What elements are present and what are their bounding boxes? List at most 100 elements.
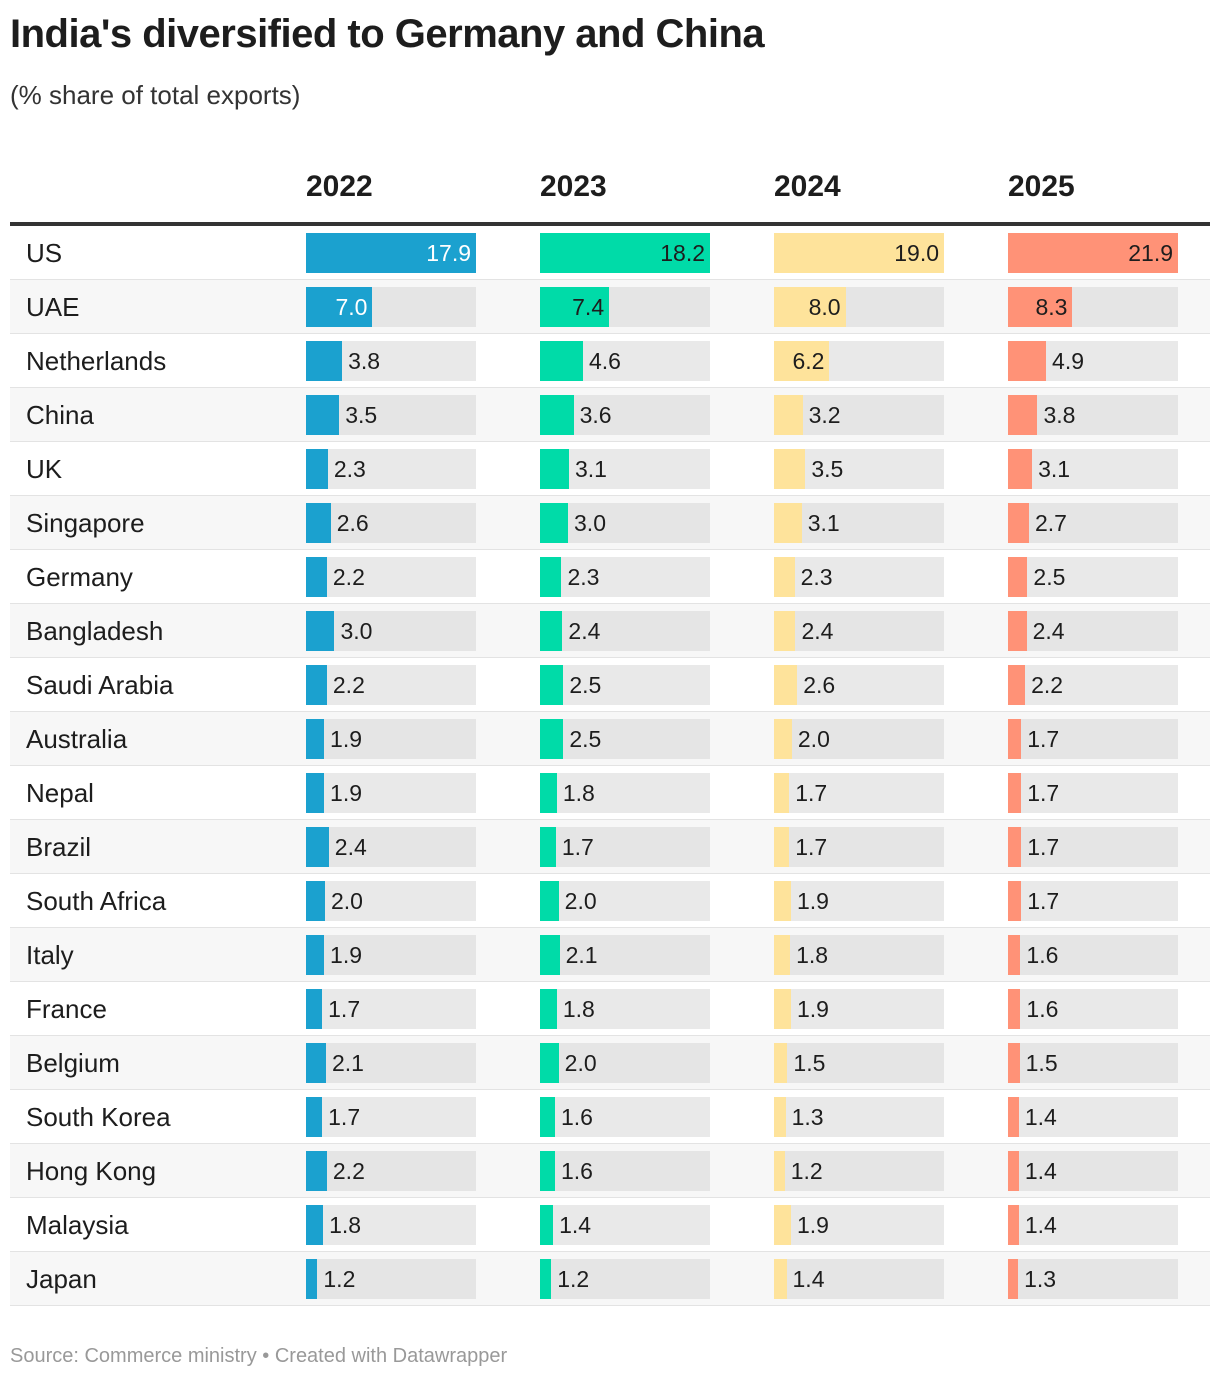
bar-track: 2.5 <box>540 719 710 759</box>
table-row: South Africa 2.0 2.0 1.9 1.7 <box>10 874 1210 928</box>
table-row: UK 2.3 3.1 3.5 3.1 <box>10 442 1210 496</box>
bar <box>1008 1205 1019 1245</box>
value-label: 1.6 <box>560 1104 593 1130</box>
value-label: 1.6 <box>1026 996 1059 1022</box>
bar-track: 4.6 <box>540 341 710 381</box>
bar-track: 1.4 <box>1008 1151 1178 1191</box>
value-label: 3.5 <box>811 456 844 482</box>
bar-track: 2.4 <box>306 827 476 867</box>
bar-track: 2.5 <box>540 665 710 705</box>
bar <box>774 395 803 435</box>
bar-track: 2.1 <box>306 1043 476 1083</box>
value-label: 1.8 <box>796 942 829 968</box>
value-label: 2.2 <box>1031 672 1064 698</box>
value-label: 1.7 <box>1027 726 1060 752</box>
bar <box>1008 1151 1019 1191</box>
bar-track: 3.1 <box>540 449 710 489</box>
bar <box>306 827 329 867</box>
country-label: Netherlands <box>26 346 167 376</box>
value-label: 2.0 <box>797 726 830 752</box>
bar-track: 1.8 <box>540 989 710 1029</box>
bar-track: 3.0 <box>306 611 476 651</box>
bar-track: 3.5 <box>306 395 476 435</box>
value-label: 1.7 <box>328 996 361 1022</box>
value-label: 8.3 <box>1035 294 1068 320</box>
bar <box>1008 611 1027 651</box>
value-label: 1.6 <box>560 1158 593 1184</box>
value-label: 1.7 <box>795 834 828 860</box>
bar-track: 1.7 <box>774 773 944 813</box>
value-label: 1.3 <box>1024 1266 1057 1292</box>
bar <box>306 989 323 1029</box>
bar-track: 1.6 <box>1008 935 1178 975</box>
value-label: 1.9 <box>797 996 829 1022</box>
value-label: 3.5 <box>345 402 378 428</box>
bar-track: 3.6 <box>540 395 710 435</box>
bar <box>774 1043 788 1083</box>
value-label: 1.9 <box>797 888 829 914</box>
table-row: Nepal 1.9 1.8 1.7 1.7 <box>10 766 1210 820</box>
value-label: 1.7 <box>795 780 828 806</box>
value-label: 3.8 <box>348 348 381 374</box>
bar <box>1008 503 1029 543</box>
bar <box>774 341 830 381</box>
value-label: 1.5 <box>1025 1050 1058 1076</box>
table-row: South Korea 1.7 1.6 1.3 1.4 <box>10 1090 1210 1144</box>
bar-track: 2.2 <box>1008 665 1178 705</box>
bar-track: 3.8 <box>1008 395 1178 435</box>
value-label: 3.0 <box>574 510 606 536</box>
table-row: Belgium 2.1 2.0 1.5 1.5 <box>10 1036 1210 1090</box>
value-label: 1.3 <box>791 1104 824 1130</box>
bar <box>774 989 791 1029</box>
bar-track: 1.9 <box>774 989 944 1029</box>
bar-track: 2.4 <box>540 611 710 651</box>
bar-track: 17.9 <box>306 233 476 273</box>
bar-track: 1.4 <box>540 1205 710 1245</box>
bar-track: 1.6 <box>540 1097 710 1137</box>
bar-track: 4.9 <box>1008 341 1178 381</box>
bar-track: 2.0 <box>540 881 710 921</box>
bar-track: 19.0 <box>774 233 944 273</box>
bar <box>540 233 710 273</box>
country-label: Brazil <box>26 832 92 862</box>
value-label: 2.5 <box>569 672 602 698</box>
column-header-2025: 2025 <box>1008 170 1075 203</box>
value-label: 1.4 <box>1024 1212 1057 1238</box>
column-header-2023: 2023 <box>540 170 607 203</box>
country-label: Singapore <box>26 508 145 538</box>
value-label: 1.7 <box>1027 888 1060 914</box>
table-row: Hong Kong 2.2 1.6 1.2 1.4 <box>10 1144 1210 1198</box>
country-label: Nepal <box>26 778 94 808</box>
value-label: 4.9 <box>1052 348 1085 374</box>
bar-track: 1.9 <box>774 1205 944 1245</box>
table-row: Singapore 2.6 3.0 3.1 2.7 <box>10 496 1210 550</box>
country-label: Italy <box>26 940 74 970</box>
bar-track: 1.5 <box>1008 1043 1178 1083</box>
value-label: 2.0 <box>330 888 363 914</box>
bar-track: 1.8 <box>306 1205 476 1245</box>
bar-track: 2.1 <box>540 935 710 975</box>
value-label: 1.4 <box>559 1212 592 1238</box>
value-label: 2.6 <box>336 510 369 536</box>
table-row: Japan 1.2 1.2 1.4 1.3 <box>10 1252 1210 1306</box>
value-label: 2.2 <box>332 1158 365 1184</box>
bar <box>774 827 790 867</box>
bar <box>306 503 331 543</box>
bar <box>540 611 563 651</box>
table-row: UAE 7.0 7.4 8.0 8.3 <box>10 280 1210 334</box>
bar <box>306 773 325 813</box>
table-row: Netherlands 3.8 4.6 6.2 4.9 <box>10 334 1210 388</box>
bar <box>774 881 791 921</box>
bar <box>540 1259 552 1299</box>
bar-track: 2.0 <box>774 719 944 759</box>
value-label: 1.9 <box>330 942 363 968</box>
value-label: 21.9 <box>1128 240 1173 266</box>
bar-track: 1.3 <box>774 1097 944 1137</box>
country-label: Japan <box>26 1264 97 1294</box>
value-label: 1.4 <box>1024 1104 1057 1130</box>
bar <box>1008 881 1022 921</box>
bar-track: 2.2 <box>306 665 476 705</box>
bar <box>540 1205 554 1245</box>
bar <box>1008 395 1038 435</box>
value-label: 3.2 <box>808 402 841 428</box>
